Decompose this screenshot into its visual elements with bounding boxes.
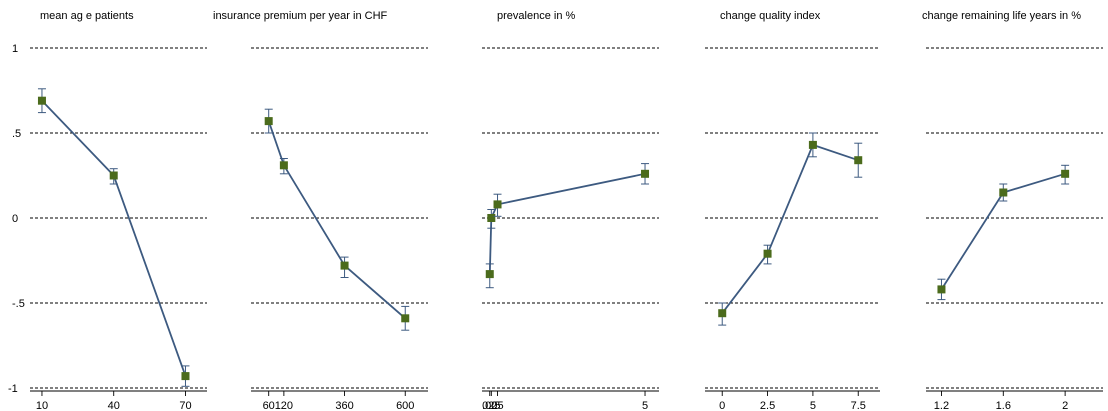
x-tick-label: 600 xyxy=(396,400,414,411)
data-point xyxy=(401,314,410,323)
data-point xyxy=(763,249,772,258)
series-line xyxy=(721,143,859,314)
x-tick-label: 120 xyxy=(275,400,293,411)
data-point xyxy=(493,200,502,209)
x-tick-label: 5 xyxy=(810,400,816,411)
panel-4: change quality index 0 2.5 5 7.5 xyxy=(705,10,880,411)
x-tick-label: 1.2 xyxy=(934,400,949,411)
panel-title: prevalence in % xyxy=(497,10,575,22)
x-tick-label: 10 xyxy=(36,400,48,411)
x-tick-label: 5 xyxy=(642,400,648,411)
x-tick-label: 1.6 xyxy=(996,400,1011,411)
y-tick-1: 1 xyxy=(12,43,18,55)
series-line xyxy=(488,172,646,275)
series-line xyxy=(41,100,187,377)
y-tick-neg-0.5: -.5 xyxy=(12,298,25,310)
x-tick-label: 2.5 xyxy=(760,400,775,411)
data-point xyxy=(279,161,288,170)
x-tick-label: 025 xyxy=(482,400,500,411)
x-tick-label: 0 xyxy=(719,400,725,411)
data-point xyxy=(37,96,46,105)
data-point xyxy=(641,169,650,178)
data-point xyxy=(485,270,494,279)
data-point xyxy=(808,140,817,149)
x-tick-label: 70 xyxy=(179,400,191,411)
panel-5: change remaining life years in % 1.2 1.6 2 xyxy=(922,10,1103,411)
x-tick-label: 7.5 xyxy=(851,400,866,411)
x-tick-label: 60 xyxy=(263,400,275,411)
panel-1: mean ag e patients 10 40 70 xyxy=(30,10,207,411)
x-tick-label: 2 xyxy=(1062,400,1068,411)
panel-title: change remaining life years in % xyxy=(922,10,1081,22)
y-tick-0.5: .5 xyxy=(12,128,21,140)
series-line xyxy=(267,120,406,319)
data-point xyxy=(109,171,118,180)
panel-title: mean ag e patients xyxy=(40,10,134,22)
y-axis: 1 .5 0 -.5 -1 xyxy=(8,43,25,395)
data-point xyxy=(937,285,946,294)
panel-title: change quality index xyxy=(720,10,821,22)
data-point xyxy=(264,117,273,126)
data-point xyxy=(718,309,727,318)
x-tick-label: 25 xyxy=(491,400,503,411)
y-tick-neg-1: -1 xyxy=(8,383,18,395)
x-tick-label: 40 xyxy=(108,400,120,411)
data-point xyxy=(340,261,349,270)
x-tick-label: .00 xyxy=(482,400,497,411)
data-point xyxy=(854,156,863,165)
panel-title: insurance premium per year in CHF xyxy=(213,10,388,22)
data-point xyxy=(1061,169,1070,178)
x-tick-label: 360 xyxy=(335,400,353,411)
data-point xyxy=(181,372,190,381)
data-point xyxy=(487,214,496,222)
panel-2: insurance premium per year in CHF 60 120 36… xyxy=(213,10,428,411)
y-tick-0: 0 xyxy=(12,213,18,225)
data-point xyxy=(999,188,1008,197)
